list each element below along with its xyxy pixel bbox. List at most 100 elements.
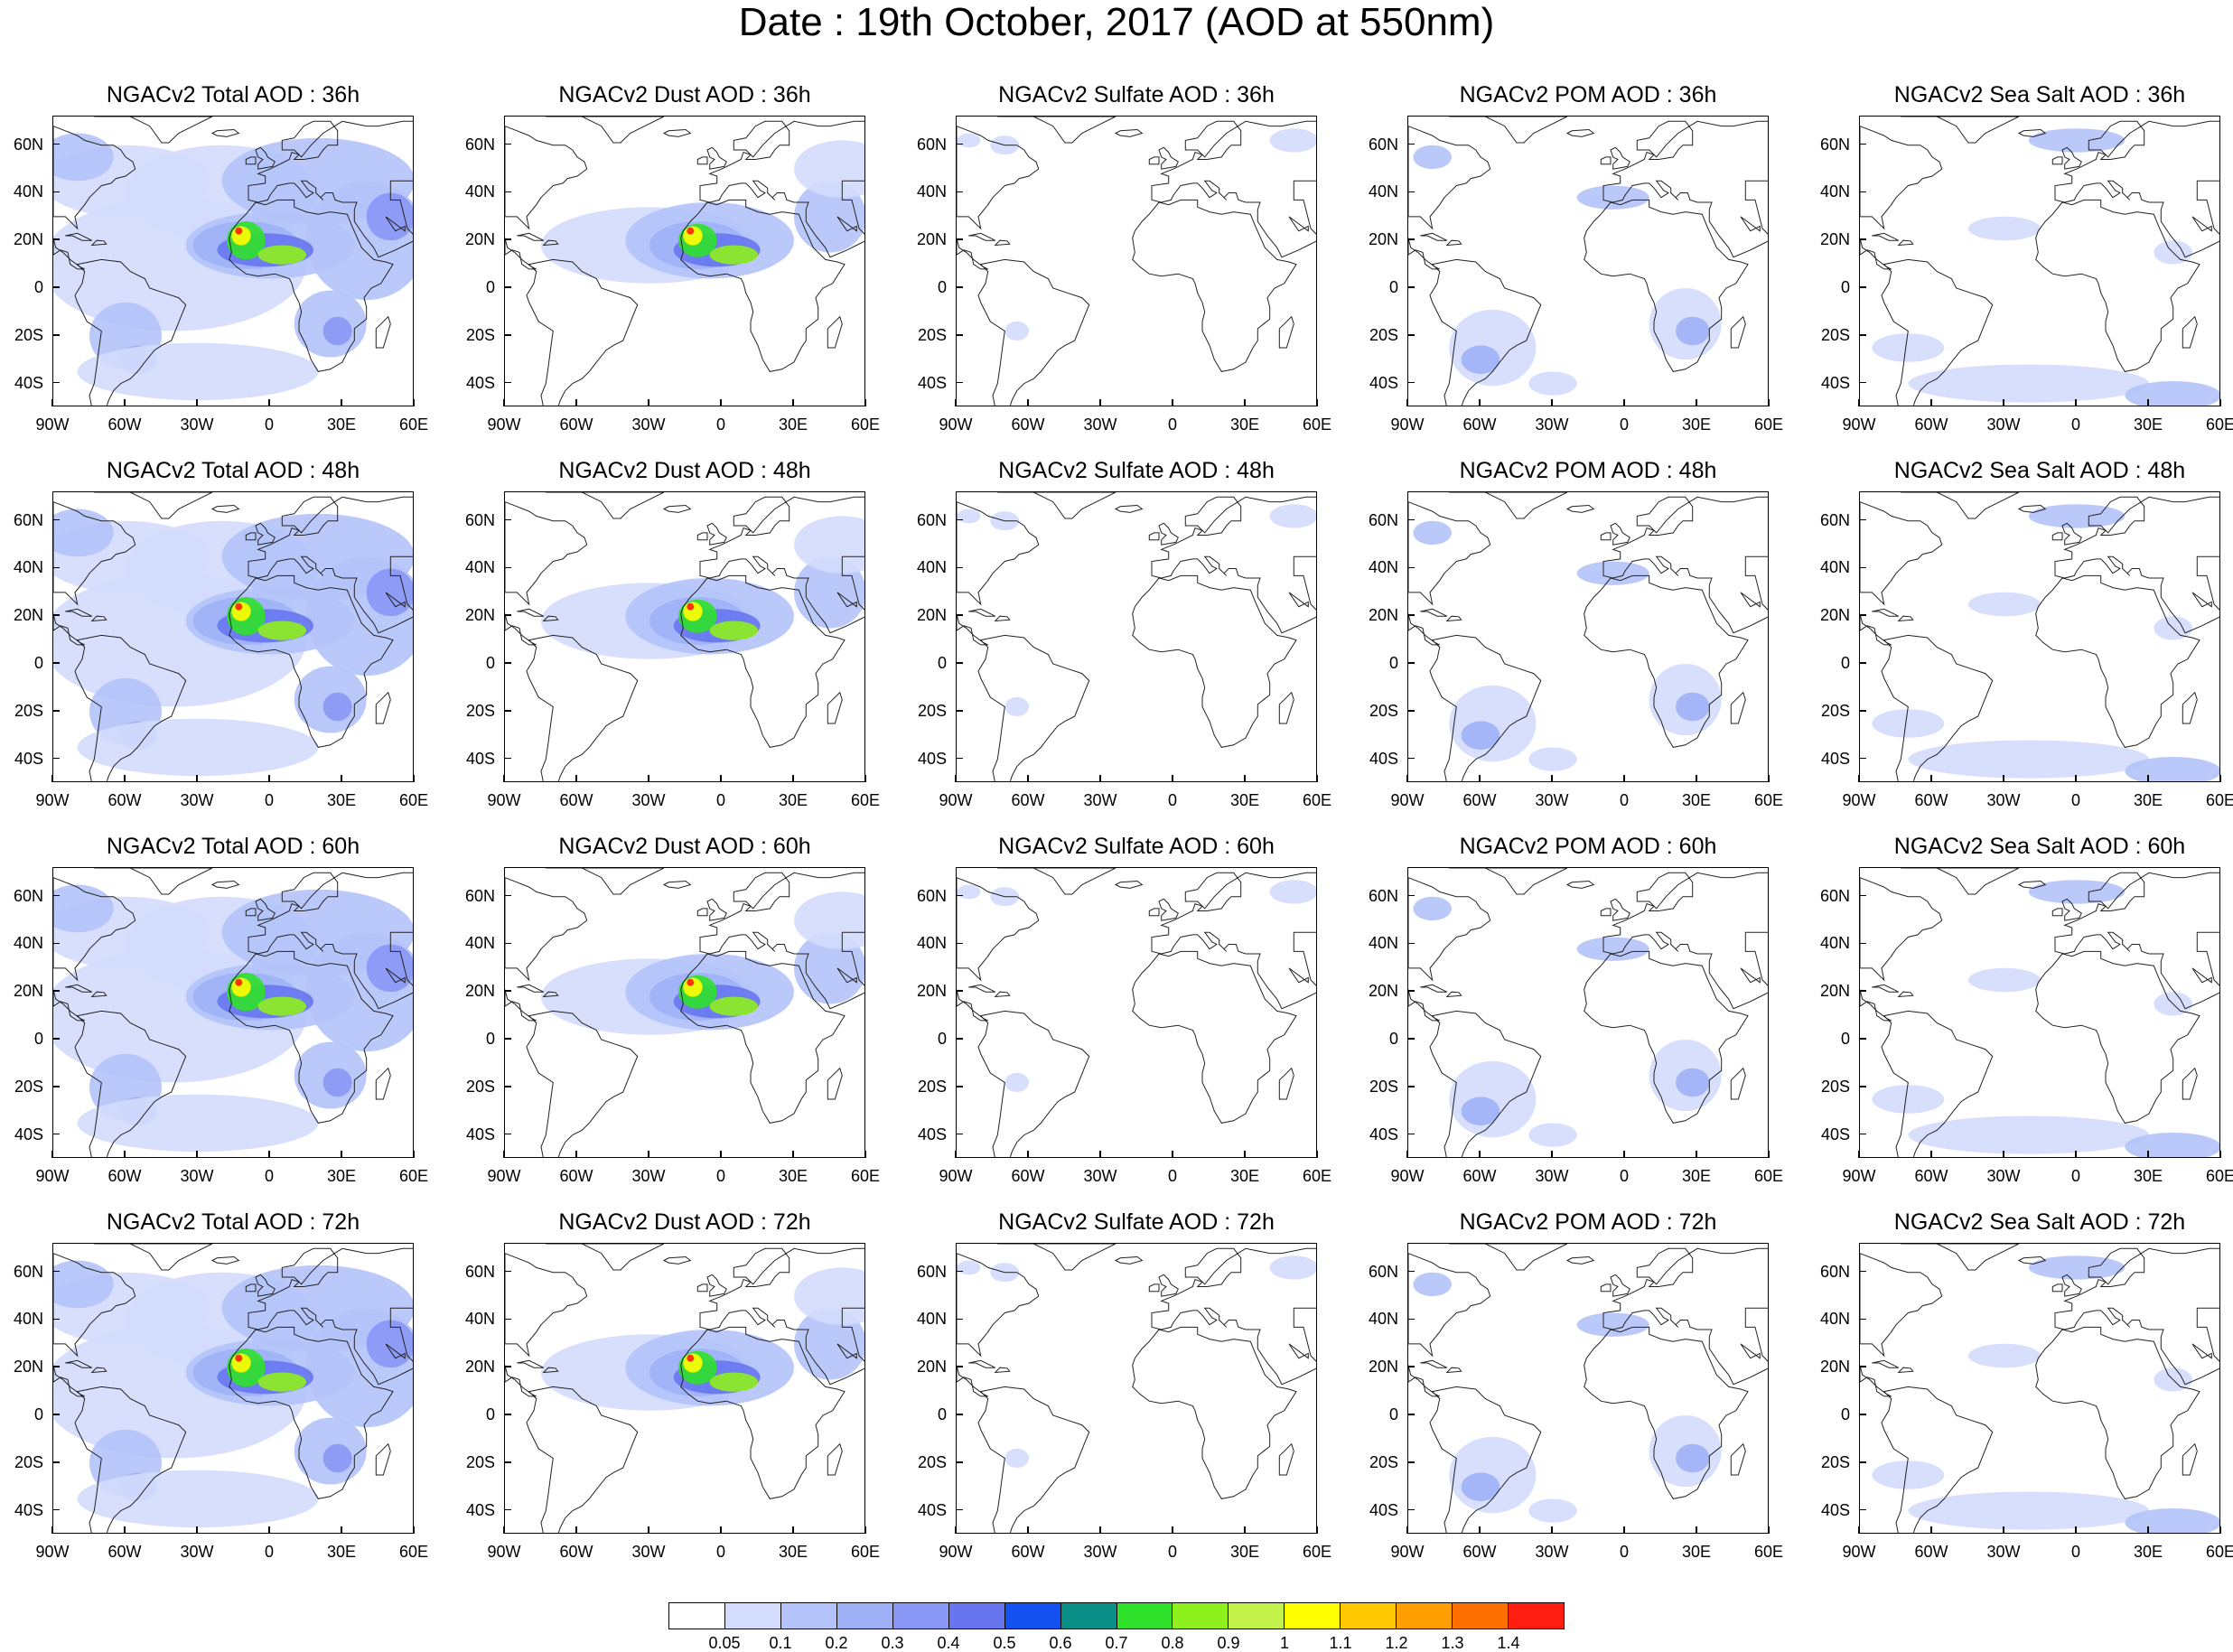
aod-plume <box>1872 709 1945 738</box>
coastline <box>1897 1367 1914 1374</box>
panel-title: NGACv2 Sea Salt AOD : 36h <box>1893 82 2186 107</box>
coastline <box>696 156 708 165</box>
coastline <box>245 156 257 165</box>
coastline <box>94 1244 213 1271</box>
map-frame <box>1859 867 2220 1158</box>
map-panel: NGACv2 Sea Salt AOD : 60h 60N 40N 20N 0 20S 40… <box>1820 833 2233 1185</box>
lon-tick <box>2003 1151 2004 1158</box>
coastline <box>1288 967 1309 984</box>
lat-tick <box>1859 334 1866 336</box>
aod-plume <box>687 602 695 611</box>
aod-map <box>1408 492 1768 781</box>
lon-tick <box>1551 1151 1553 1158</box>
coastline <box>706 522 727 546</box>
lon-tick <box>1551 1526 1553 1534</box>
lat-label: 20S <box>14 1077 43 1096</box>
lat-tick <box>52 990 60 992</box>
lat-tick <box>52 710 60 712</box>
coastline <box>1449 117 1568 144</box>
coastline <box>706 1274 727 1297</box>
lat-label: 20N <box>13 606 43 625</box>
map-frame <box>1859 116 2220 406</box>
lon-label: 30E <box>1681 415 1712 434</box>
lat-tick <box>956 1133 963 1135</box>
colorbar-label: 0.3 <box>881 1634 904 1652</box>
lat-label: 40N <box>916 182 947 201</box>
lat-tick <box>52 757 60 760</box>
coastline <box>210 880 240 889</box>
lon-label: 30W <box>1986 1167 2021 1185</box>
panel-title: NGACv2 Total AOD : 48h <box>106 458 360 483</box>
coastline <box>1429 1010 1542 1157</box>
lon-label: 60W <box>1914 791 1948 809</box>
aod-plume <box>1872 1085 1945 1114</box>
lon-label: 30E <box>2133 1167 2163 1185</box>
lon-label: 60W <box>1462 791 1497 809</box>
lat-tick <box>52 942 60 945</box>
coastline <box>229 1326 394 1499</box>
colorbar-label: 0.8 <box>1161 1634 1184 1652</box>
coastline <box>1408 1253 1491 1358</box>
coastline <box>517 1359 544 1368</box>
coastline <box>680 950 846 1124</box>
panel-title: NGACv2 POM AOD : 60h <box>1459 834 1717 859</box>
lat-tick <box>1407 238 1415 240</box>
coastline <box>2017 1255 2047 1265</box>
coastline <box>53 238 85 270</box>
coastline <box>546 1244 665 1271</box>
lat-tick <box>956 1086 963 1087</box>
lat-tick <box>504 990 511 992</box>
lat-tick <box>504 566 511 569</box>
coastline <box>1730 1442 1746 1476</box>
lat-tick <box>956 1414 963 1415</box>
lat-label: 40S <box>1820 749 1850 768</box>
lon-label: 60W <box>559 1543 593 1561</box>
lon-tick <box>2147 1151 2149 1158</box>
colorbar-label: 1 <box>1279 1634 1289 1652</box>
lon-tick <box>413 399 415 406</box>
lat-label: 40S <box>1369 749 1398 768</box>
lon-label: 60W <box>1914 415 1948 434</box>
coastline <box>1740 967 1761 984</box>
coastline <box>542 239 559 247</box>
coastline <box>1408 1365 1440 1397</box>
coastline <box>385 1343 406 1359</box>
lat-tick <box>956 143 963 145</box>
lon-label: 0 <box>1619 415 1629 434</box>
lat-tick <box>1859 566 1866 569</box>
coastline <box>957 238 988 270</box>
lon-label: 30W <box>631 1543 666 1561</box>
lat-label: 0 <box>1388 278 1398 297</box>
lon-tick <box>503 1151 505 1158</box>
coastline <box>385 592 406 608</box>
coastline <box>546 117 665 144</box>
lon-label: 30W <box>631 415 666 434</box>
lat-tick <box>956 238 963 240</box>
lat-tick <box>504 894 511 897</box>
aod-plume <box>1461 1472 1500 1501</box>
lat-tick <box>504 143 511 145</box>
coastline <box>699 496 864 634</box>
lon-label: 30W <box>1986 1543 2021 1561</box>
lon-label: 30W <box>1083 1543 1117 1561</box>
lat-tick <box>956 942 963 945</box>
coastline <box>1730 691 1746 724</box>
lon-tick <box>1027 399 1029 406</box>
coastline <box>1420 1359 1447 1368</box>
lat-tick <box>1407 1133 1415 1135</box>
coastline <box>2061 146 2082 170</box>
aod-plume <box>257 996 306 1016</box>
colorbar-label: 0.9 <box>1217 1634 1240 1652</box>
lon-tick <box>413 1526 415 1534</box>
map-panel: NGACv2 Total AOD : 48h 60N 40N 20N 0 20S 40S 90… <box>14 457 428 809</box>
lon-tick <box>575 775 577 782</box>
coastline <box>1610 1274 1630 1297</box>
lat-label: 40S <box>1820 1500 1850 1519</box>
coastline <box>1602 1247 1768 1386</box>
lon-label: 30W <box>1986 415 2021 434</box>
lat-label: 40N <box>1368 934 1398 953</box>
map-frame <box>1407 491 1769 782</box>
map-panel: NGACv2 Sea Salt AOD : 72h 60N 40N 20N 0 20S 40… <box>1820 1209 2233 1561</box>
lon-label: 30E <box>2133 415 2163 434</box>
coastline <box>1449 492 1568 519</box>
